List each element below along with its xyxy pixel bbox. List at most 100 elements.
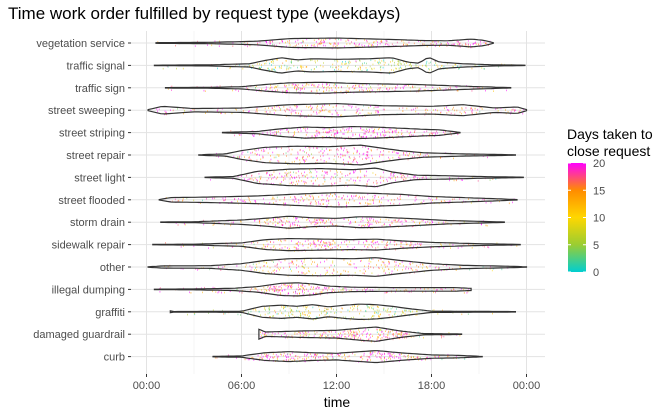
data-point [332,290,333,293]
data-point [354,354,356,356]
data-point [254,152,256,155]
data-point [177,224,179,226]
data-point [238,156,240,158]
data-point [247,178,249,181]
data-point [255,267,256,269]
data-point [198,268,200,270]
data-point [466,292,468,294]
y-tick-label: street repair [66,150,125,162]
data-point [285,306,287,308]
data-point [468,43,469,46]
data-point [323,44,324,47]
data-point [414,199,416,202]
data-point [334,173,336,175]
data-point [455,131,456,134]
data-point [272,132,274,134]
data-point [370,134,372,137]
data-point [345,175,346,177]
data-point [424,114,426,116]
data-point [475,111,477,114]
data-point [261,289,262,291]
data-point [295,200,297,203]
data-point [398,218,400,221]
data-point [385,218,387,221]
data-point [398,264,399,267]
data-point [379,329,380,331]
data-point [477,180,479,182]
data-point [359,155,361,158]
data-point [366,136,367,138]
data-point [348,60,350,63]
data-point [320,39,322,41]
data-point [386,244,388,247]
data-point [387,352,389,355]
data-point [323,222,325,225]
data-point [378,63,380,65]
data-point [350,162,352,165]
data-point [339,180,341,182]
data-point [373,194,375,197]
data-point [368,147,369,150]
data-point [416,247,417,250]
data-point [353,307,355,310]
data-point [267,285,269,287]
data-point [300,66,302,68]
data-point [281,284,283,286]
data-point [317,239,319,241]
violin-street-striping [221,126,461,140]
data-point [372,354,374,356]
data-point [320,40,321,43]
data-point [355,84,357,87]
data-point [382,267,383,270]
data-point [391,171,392,174]
data-point [312,273,313,276]
data-point [400,176,402,178]
data-point [304,285,306,288]
data-point [304,332,306,335]
data-point [308,106,309,109]
data-point [221,291,222,294]
data-point [384,246,385,248]
data-point [305,331,306,333]
data-point [321,246,322,248]
data-point [291,176,292,178]
data-point [337,114,339,116]
data-point [310,105,312,107]
data-point [415,287,416,290]
data-point [299,242,301,244]
data-point [461,246,463,248]
data-point [345,182,347,184]
data-point [327,153,329,156]
data-point [286,217,288,219]
data-point [341,62,343,65]
data-point [391,177,393,179]
data-point [387,332,389,334]
data-point [302,243,303,245]
data-point [478,199,480,201]
data-point [392,315,393,317]
data-point [259,218,261,221]
data-point [295,157,297,159]
data-point [403,246,405,249]
data-point [270,61,272,63]
data-point [401,174,403,177]
data-point [399,337,400,340]
data-point [320,158,322,161]
data-point [340,289,342,291]
data-point [421,359,423,361]
data-point [287,292,289,295]
data-point [348,61,349,64]
data-point [284,259,286,262]
data-point [281,65,282,67]
data-point [253,135,254,137]
data-point [349,127,350,129]
data-point [328,128,330,130]
data-point [381,40,382,42]
data-point [467,290,469,293]
data-point [380,313,381,315]
data-point [383,309,385,311]
data-point [391,273,392,275]
data-point [448,355,450,357]
data-point [304,353,306,356]
data-point [340,39,342,41]
